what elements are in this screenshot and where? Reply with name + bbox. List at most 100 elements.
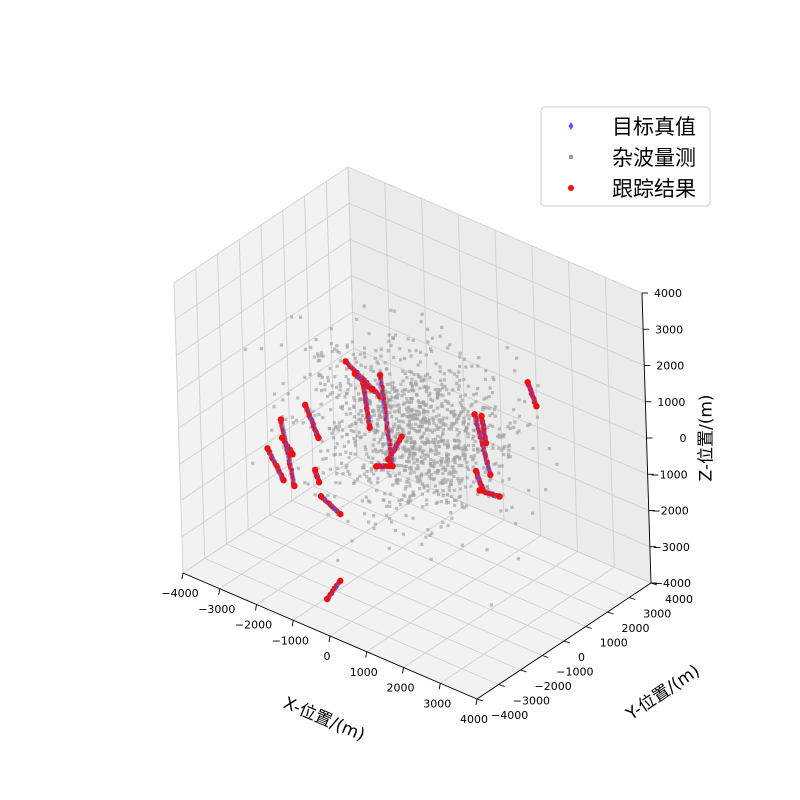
clutter-point bbox=[470, 364, 474, 368]
clutter-point bbox=[444, 452, 449, 456]
clutter-point bbox=[357, 417, 361, 421]
clutter-point bbox=[411, 454, 416, 458]
grid-line bbox=[177, 275, 352, 393]
clutter-point bbox=[390, 430, 394, 434]
clutter-point bbox=[463, 453, 467, 457]
clutter-point bbox=[259, 347, 264, 351]
clutter-point bbox=[353, 452, 357, 456]
clutter-point bbox=[414, 413, 418, 417]
clutter-point bbox=[406, 405, 411, 409]
clutter-point bbox=[510, 505, 514, 509]
clutter-point bbox=[493, 405, 497, 409]
clutter-point bbox=[508, 421, 512, 425]
clutter-point bbox=[409, 382, 413, 386]
grid-line bbox=[173, 166, 349, 284]
clutter-point bbox=[411, 416, 416, 420]
clutter-point bbox=[408, 369, 412, 373]
clutter-point bbox=[505, 508, 509, 512]
clutter-point bbox=[458, 439, 462, 444]
clutter-point bbox=[411, 492, 415, 496]
truth-point bbox=[367, 415, 371, 422]
clutter-point bbox=[414, 467, 418, 471]
clutter-point bbox=[465, 460, 469, 465]
clutter-point bbox=[423, 374, 427, 378]
clutter-point bbox=[536, 384, 540, 388]
clutter-point bbox=[448, 343, 452, 347]
clutter-point bbox=[388, 382, 392, 386]
clutter-point bbox=[412, 439, 416, 444]
clutter-point bbox=[460, 477, 464, 481]
clutter-point bbox=[445, 446, 449, 450]
clutter-point bbox=[484, 396, 488, 400]
tick-label: 2000 bbox=[622, 622, 650, 635]
track-point bbox=[388, 438, 392, 443]
track-endpoint bbox=[315, 479, 323, 486]
clutter-point bbox=[499, 509, 503, 513]
clutter-point bbox=[338, 388, 342, 392]
clutter-point bbox=[465, 504, 469, 508]
clutter-point bbox=[398, 503, 403, 507]
clutter-point bbox=[334, 426, 338, 430]
clutter-point bbox=[435, 489, 439, 493]
clutter-point bbox=[366, 499, 371, 503]
legend-marker-track bbox=[568, 185, 574, 191]
truth-point bbox=[313, 428, 317, 434]
y-tick-mark bbox=[476, 698, 484, 702]
clutter-point bbox=[457, 370, 461, 374]
clutter-point bbox=[424, 428, 429, 432]
clutter-point bbox=[531, 511, 535, 515]
clutter-point bbox=[462, 506, 466, 510]
clutter-point bbox=[375, 488, 379, 493]
clutter-point bbox=[461, 452, 465, 456]
clutter-point bbox=[432, 440, 436, 445]
clutter-point bbox=[333, 452, 338, 456]
clutter-point bbox=[513, 369, 517, 373]
clutter-point bbox=[379, 347, 383, 351]
clutter-point bbox=[463, 455, 467, 460]
clutter-point bbox=[418, 474, 423, 478]
clutter-point bbox=[354, 421, 358, 425]
clutter-point bbox=[472, 429, 477, 433]
clutter-point bbox=[309, 345, 313, 349]
clutter-point bbox=[436, 387, 440, 392]
clutter-point bbox=[346, 519, 350, 524]
clutter-point bbox=[358, 397, 362, 401]
clutter-point bbox=[452, 468, 456, 472]
clutter-point bbox=[290, 415, 294, 419]
clutter-point bbox=[363, 355, 367, 359]
clutter-point bbox=[427, 394, 431, 398]
tick-label: 3000 bbox=[423, 697, 451, 710]
clutter-point bbox=[346, 469, 350, 473]
clutter-point bbox=[460, 505, 464, 509]
clutter-point bbox=[341, 428, 345, 432]
clutter-point bbox=[515, 356, 519, 360]
clutter-point bbox=[511, 425, 516, 430]
clutter-point bbox=[373, 431, 377, 435]
clutter-point bbox=[514, 521, 518, 526]
clutter-point bbox=[336, 428, 340, 432]
clutter-point bbox=[408, 418, 412, 422]
clutter-point bbox=[382, 442, 386, 446]
clutter-point bbox=[408, 466, 412, 470]
clutter-point bbox=[494, 461, 498, 465]
clutter-point bbox=[407, 481, 411, 485]
clutter-point bbox=[426, 439, 430, 443]
clutter-point bbox=[436, 393, 440, 397]
clutter-point bbox=[418, 405, 422, 409]
clutter-point bbox=[411, 490, 415, 494]
clutter-point bbox=[446, 478, 450, 482]
clutter-point bbox=[430, 349, 434, 353]
clutter-point bbox=[303, 347, 308, 351]
clutter-point bbox=[404, 407, 408, 411]
clutter-point bbox=[345, 343, 349, 347]
clutter-point bbox=[401, 428, 405, 432]
clutter-point bbox=[429, 476, 433, 481]
clutter-point bbox=[427, 469, 431, 473]
clutter-point bbox=[369, 365, 373, 369]
clutter-point bbox=[364, 447, 368, 452]
y-tick-mark bbox=[563, 640, 571, 644]
clutter-point bbox=[438, 334, 442, 338]
clutter-point bbox=[443, 384, 447, 388]
clutter-point bbox=[347, 456, 351, 460]
truth-point bbox=[282, 429, 286, 436]
